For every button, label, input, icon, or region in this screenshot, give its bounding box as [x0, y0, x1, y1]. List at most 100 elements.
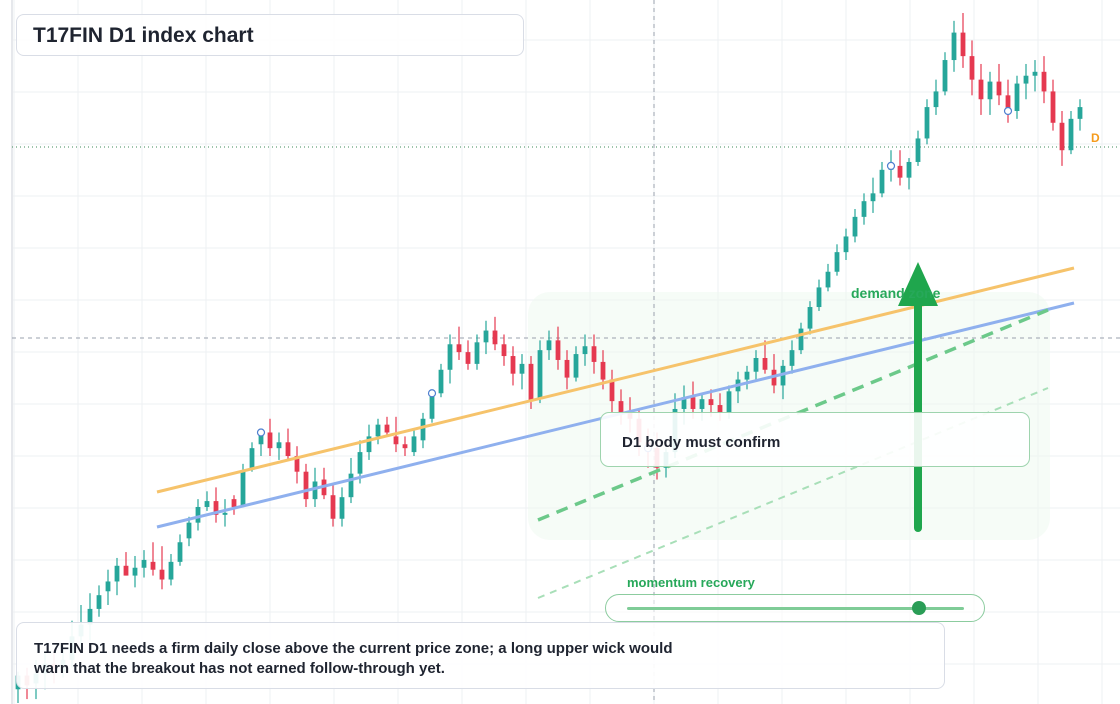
- candle: [1077, 99, 1083, 131]
- candle: [762, 340, 768, 374]
- candle-body: [96, 595, 102, 609]
- candle-body: [492, 330, 498, 345]
- candle-body: [618, 401, 624, 413]
- candle-body: [114, 565, 120, 582]
- candle: [330, 483, 336, 527]
- candle-body: [726, 391, 732, 413]
- candle-body: [330, 495, 336, 519]
- candle-body: [141, 559, 147, 568]
- candle-body: [708, 399, 714, 406]
- candle: [501, 334, 507, 366]
- candle-body: [915, 138, 921, 162]
- candle-body: [393, 436, 399, 445]
- candle: [456, 326, 462, 360]
- candle: [924, 99, 930, 145]
- candle-body: [519, 363, 525, 374]
- candle: [987, 71, 993, 115]
- candle-body: [546, 340, 552, 351]
- candle: [915, 130, 921, 166]
- candle-body: [870, 193, 876, 202]
- candle: [825, 263, 831, 292]
- candle-body: [960, 32, 966, 57]
- candle: [933, 79, 939, 115]
- candle: [474, 334, 480, 370]
- candle: [816, 279, 822, 311]
- candle-body: [798, 328, 804, 351]
- candle: [141, 550, 147, 578]
- candle-body: [744, 371, 750, 380]
- candle: [537, 340, 543, 404]
- candle: [960, 13, 966, 68]
- candle-body: [123, 565, 129, 576]
- candle-body: [267, 432, 273, 449]
- candle-body: [1059, 122, 1065, 151]
- event-marker[interactable]: [886, 161, 896, 170]
- breakout-arrow-head: [898, 262, 938, 306]
- demand-zone-label: demand zone: [851, 285, 941, 301]
- momentum-slider-label: momentum recovery: [627, 575, 755, 590]
- momentum-slider-track[interactable]: [627, 607, 964, 610]
- confirm-callout: D1 body must confirm: [600, 412, 1030, 467]
- candle-body: [1005, 95, 1011, 112]
- candle-body: [690, 397, 696, 409]
- candle: [951, 20, 957, 72]
- chart-title-panel: T17FIN D1 index chart: [16, 14, 524, 56]
- candle-body: [285, 442, 291, 457]
- candle: [96, 585, 102, 617]
- candle-body: [582, 346, 588, 355]
- candle: [798, 322, 804, 355]
- momentum-slider-knob[interactable]: [912, 601, 926, 615]
- candle-body: [906, 161, 912, 178]
- candle-body: [195, 506, 201, 523]
- candle: [276, 432, 282, 460]
- candle: [159, 546, 165, 590]
- candle-body: [897, 165, 903, 178]
- candle: [294, 446, 300, 484]
- candle-body: [357, 452, 363, 474]
- candle: [1014, 75, 1020, 119]
- candle-body: [231, 499, 237, 507]
- analysis-note-panel: T17FIN D1 needs a firm daily close above…: [16, 622, 945, 689]
- candle-body: [699, 399, 705, 409]
- candle: [420, 412, 426, 449]
- candle-body: [312, 481, 318, 500]
- candle: [780, 359, 786, 400]
- candle: [555, 326, 561, 370]
- candle: [483, 320, 489, 355]
- candle-body: [987, 81, 993, 100]
- candle-body: [150, 561, 156, 570]
- momentum-slider[interactable]: [605, 594, 985, 622]
- candle: [168, 554, 174, 586]
- candle-body: [978, 79, 984, 100]
- event-marker[interactable]: [427, 389, 437, 398]
- candle-body: [294, 456, 300, 472]
- candle: [906, 158, 912, 190]
- candle-body: [807, 307, 813, 329]
- candle: [1068, 111, 1074, 155]
- candle-body: [447, 344, 453, 370]
- event-marker[interactable]: [1003, 106, 1013, 116]
- candle: [996, 63, 1002, 106]
- candle-body: [834, 252, 840, 272]
- candle-body: [1077, 107, 1083, 119]
- candle: [339, 487, 345, 527]
- candle: [213, 487, 219, 523]
- candle: [1059, 111, 1065, 166]
- candle-body: [429, 393, 435, 419]
- candle: [123, 552, 129, 576]
- candle-body: [753, 358, 759, 372]
- candle: [843, 228, 849, 260]
- candle: [447, 334, 453, 384]
- event-marker[interactable]: [256, 428, 266, 437]
- candle-body: [861, 201, 867, 217]
- candle: [969, 40, 975, 96]
- timeframe-badge[interactable]: D: [1091, 131, 1100, 145]
- candle: [411, 428, 417, 457]
- candle-body: [204, 501, 210, 507]
- candle: [744, 365, 750, 390]
- candle-body: [591, 346, 597, 362]
- candle: [753, 350, 759, 380]
- candle-body: [456, 344, 462, 353]
- candle: [978, 63, 984, 115]
- candle: [384, 416, 390, 437]
